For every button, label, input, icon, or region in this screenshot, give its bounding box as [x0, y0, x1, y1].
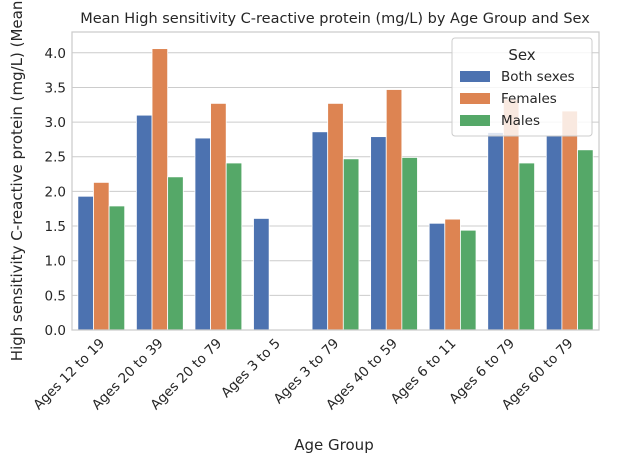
bar — [487, 132, 504, 331]
bar — [77, 195, 94, 331]
y-tick-label: 1.0 — [45, 254, 66, 270]
legend-items: Both sexes Females Males — [460, 69, 575, 129]
legend-swatch — [460, 71, 490, 82]
bar — [428, 222, 446, 331]
bar — [401, 157, 418, 331]
bar — [370, 136, 387, 331]
legend-box — [451, 37, 593, 137]
y-tick-label: 1.5 — [45, 219, 66, 235]
x-axis-label: Age Group — [294, 436, 373, 454]
y-tick-label: 2.0 — [45, 184, 66, 200]
bar — [327, 102, 344, 331]
legend-label: Both sexes — [501, 69, 575, 85]
y-tick-label: 4.0 — [45, 46, 66, 62]
bars — [77, 48, 594, 331]
y-axis-label: High sensitivity C-reactive protein (mg/… — [8, 0, 26, 361]
chart-title: Mean High sensitivity C-reactive protein… — [80, 11, 590, 27]
plot-frame — [71, 31, 600, 331]
bar — [93, 181, 110, 331]
bar — [460, 229, 477, 331]
bar — [311, 131, 329, 331]
legend-swatch — [460, 115, 490, 126]
bar — [136, 114, 153, 331]
legend-label: Females — [501, 91, 557, 107]
bar — [561, 110, 578, 331]
bar — [225, 162, 243, 331]
bar — [577, 149, 594, 331]
bar — [342, 158, 360, 331]
legend: Sex Both sexes Females Males — [451, 37, 593, 137]
bar — [108, 205, 126, 331]
legend-label: Males — [501, 113, 540, 129]
legend-swatch — [460, 93, 490, 104]
y-tick-label: 3.0 — [45, 115, 66, 131]
bar — [210, 102, 227, 331]
y-axis-ticks: 0.0 0.5 1.0 1.5 2.0 2.5 3.0 3.5 4.0 — [45, 46, 66, 339]
bar — [385, 89, 403, 331]
bar — [194, 137, 211, 331]
bar — [151, 48, 169, 331]
y-tick-label: 0.5 — [45, 288, 66, 304]
y-tick-label: 2.5 — [45, 150, 66, 166]
y-tick-label: 0.0 — [45, 323, 66, 339]
bar — [545, 135, 563, 331]
legend-title: Sex — [508, 46, 535, 64]
bar — [518, 162, 535, 331]
bar — [167, 176, 184, 331]
bar — [253, 218, 270, 331]
y-tick-label: 3.5 — [45, 80, 66, 96]
bar — [444, 218, 461, 331]
